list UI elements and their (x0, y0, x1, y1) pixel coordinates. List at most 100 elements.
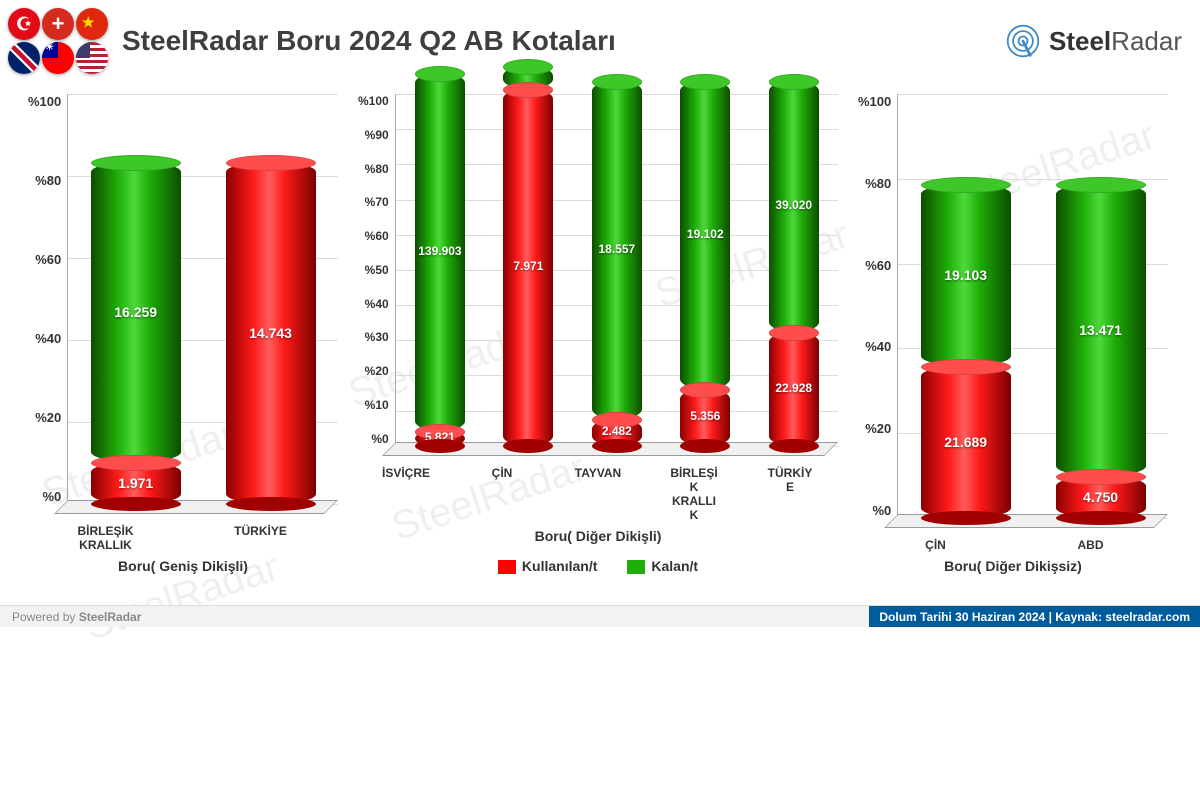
bar-group: 16.259 1.971 (91, 162, 181, 504)
bars: 139.9035.8217.97118.5572.48219.1025.3563… (396, 94, 838, 446)
bar-segment-used: 7.971 (503, 89, 553, 446)
bar-value-used: 1.971 (91, 475, 181, 491)
plot-area: 139.9035.8217.97118.5572.48219.1025.3563… (395, 94, 838, 446)
flag-ch-icon (42, 8, 74, 40)
chart-wide-welded: %100%80%60%40%20%0 16.2591.97114.743 BİR… (28, 94, 338, 574)
brand-logo: SteelRadar (1005, 23, 1182, 59)
chart-title: Boru( Geniş Dikişli) (28, 558, 338, 574)
bar-value-used: 2.482 (592, 424, 642, 438)
brand-text-light: Radar (1111, 26, 1182, 56)
bar-value-remaining: 19.103 (921, 267, 1011, 283)
flag-us-icon (76, 42, 108, 74)
y-axis: %100%80%60%40%20%0 (858, 94, 897, 518)
y-tick: %20 (35, 410, 61, 425)
y-tick: %40 (865, 339, 891, 354)
y-axis: %100%90%80%70%60%50%40%30%20%10%0 (358, 94, 395, 446)
brand-text-bold: Steel (1049, 26, 1111, 56)
bar-segment-remaining: 16.259 (91, 162, 181, 462)
bar-value-remaining: 13.471 (1056, 322, 1146, 338)
bar-segment-used: 4.750 (1056, 476, 1146, 518)
x-label: BİRLEŞİK KRALLIK (61, 524, 151, 552)
bar-segment-remaining: 19.103 (921, 184, 1011, 366)
x-label: TÜRKİYE (216, 524, 306, 552)
legend-used: Kullanılan/t (498, 558, 597, 574)
bar-group: 18.557 2.482 (592, 81, 642, 446)
bar-value-remaining: 16.259 (91, 304, 181, 320)
bar-group: 19.102 5.356 (680, 81, 730, 446)
plot-area: 16.259 1.971 14.743 (67, 94, 338, 504)
flag-uk-icon (8, 42, 40, 74)
x-label: TÜRKİYE (765, 466, 815, 522)
bar-value-used: 22.928 (769, 381, 819, 395)
chart-title: Boru( Diğer Dikişli) (358, 528, 838, 544)
y-tick: %100 (358, 94, 389, 108)
bar-value-used: 5.821 (415, 430, 465, 444)
y-tick: %0 (42, 489, 61, 504)
y-tick: %80 (365, 162, 389, 176)
flag-tr-icon (8, 8, 40, 40)
legend-remaining-swatch (627, 560, 645, 574)
y-axis: %100%80%60%40%20%0 (28, 94, 67, 504)
flag-tw-icon (42, 42, 74, 74)
legend: Kullanılan/t Kalan/t (358, 558, 838, 574)
bar-segment-remaining: 139.903 (415, 73, 465, 430)
chart-title: Boru( Diğer Dikişsiz) (858, 558, 1168, 574)
bar-segment-used: 5.821 (415, 431, 465, 446)
footer-left: Powered by SteelRadar (0, 610, 141, 624)
legend-remaining-label: Kalan/t (651, 558, 698, 574)
x-label: TAYVAN (573, 466, 623, 522)
footer-right: Dolum Tarihi 30 Haziran 2024 | Kaynak: s… (869, 606, 1200, 627)
bar-group: 139.9035.821 (415, 73, 465, 445)
y-tick: %50 (365, 263, 389, 277)
bar-segment-used: 1.971 (91, 462, 181, 504)
x-labels: ÇİNABD (858, 538, 1168, 552)
bar-group: 39.020 22.928 (769, 81, 819, 446)
bar-value-used: 21.689 (921, 434, 1011, 450)
bar-value-used: 7.971 (503, 259, 553, 273)
y-tick: %80 (35, 173, 61, 188)
y-tick: %20 (365, 364, 389, 378)
header: SteelRadar Boru 2024 Q2 AB Kotaları Stee… (0, 0, 1200, 74)
y-tick: %100 (858, 94, 891, 109)
y-tick: %70 (365, 195, 389, 209)
y-tick: %90 (365, 128, 389, 142)
radar-icon (1005, 23, 1041, 59)
y-tick: %40 (365, 297, 389, 311)
x-label: BİRLEŞİK KRALLIK (669, 466, 719, 522)
x-labels: İSVİÇRE ÇİN TAYVAN BİRLEŞİK KRALLIK TÜRKİYE (358, 466, 838, 522)
x-label: ÇİN (891, 538, 981, 552)
footer-powered-brand: SteelRadar (79, 610, 142, 624)
x-labels: BİRLEŞİK KRALLIK TÜRKİYE (28, 524, 338, 552)
bar-segment-used: 21.689 (921, 366, 1011, 518)
bar-segment-remaining: 13.471 (1056, 184, 1146, 477)
bar-segment-used: 14.743 (226, 162, 316, 504)
bar-value-remaining: 18.557 (592, 242, 642, 256)
y-tick: %100 (28, 94, 61, 109)
brand-text: SteelRadar (1049, 26, 1182, 57)
plot-area: 19.103 21.689 13.471 4.750 (897, 94, 1168, 518)
y-tick: %30 (365, 330, 389, 344)
bar-group: 19.103 21.689 (921, 184, 1011, 518)
bars: 16.259 1.971 14.743 (68, 94, 338, 504)
y-tick: %60 (365, 229, 389, 243)
legend-used-swatch (498, 560, 516, 574)
flag-cn-icon (76, 8, 108, 40)
bar-segment-used: 5.356 (680, 389, 730, 446)
bar-value-used: 5.356 (680, 409, 730, 423)
bar-value-used: 14.743 (226, 325, 316, 341)
y-tick: %40 (35, 331, 61, 346)
bar-group: 14.743 (226, 162, 316, 504)
legend-used-label: Kullanılan/t (522, 558, 597, 574)
y-tick: %80 (865, 176, 891, 191)
bar-segment-remaining: 19.102 (680, 81, 730, 389)
x-label: İSVİÇRE (381, 466, 431, 522)
legend-remaining: Kalan/t (627, 558, 698, 574)
y-tick: %0 (371, 432, 388, 446)
bar-value-used: 4.750 (1056, 489, 1146, 505)
x-label: ÇİN (477, 466, 527, 522)
bar-group: 7.971 (503, 66, 553, 446)
bar-segment-remaining: 39.020 (769, 81, 819, 332)
bars: 19.103 21.689 13.471 4.750 (898, 94, 1168, 518)
chart-other-welded: %100%90%80%70%60%50%40%30%20%10%0 139.90… (358, 94, 838, 574)
bar-group: 13.471 4.750 (1056, 184, 1146, 518)
